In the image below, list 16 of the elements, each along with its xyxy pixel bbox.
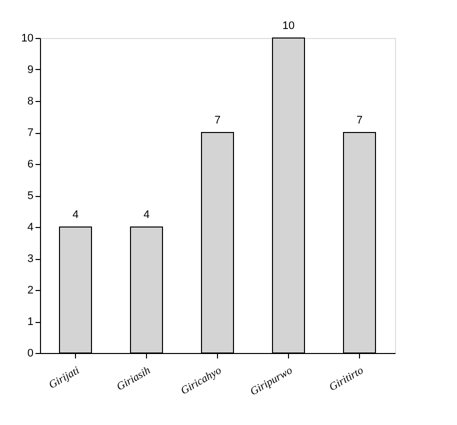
data-label: 4 [72, 209, 79, 221]
y-tick-label: 8 [27, 96, 34, 108]
y-tick-label: 6 [27, 158, 34, 170]
y-tick-label: 2 [27, 284, 34, 296]
data-label: 4 [143, 209, 150, 221]
y-tick-label: 4 [27, 222, 34, 234]
y-tick-label: 3 [27, 253, 34, 265]
data-label: 7 [356, 114, 363, 126]
y-tick-label: 0 [27, 348, 34, 360]
y-tick-label: 10 [21, 32, 34, 44]
y-tick-label: 1 [27, 316, 34, 328]
y-tick-label: 9 [27, 64, 34, 76]
y-tick-label: 7 [27, 127, 34, 139]
data-label: 10 [282, 20, 295, 32]
y-tick-label: 5 [27, 190, 34, 202]
data-label: 7 [214, 114, 221, 126]
